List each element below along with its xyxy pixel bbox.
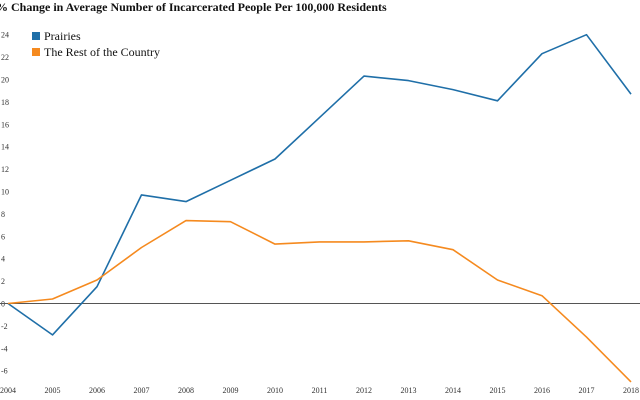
y-tick-label: 10 xyxy=(1,188,9,197)
x-tick-label: 2013 xyxy=(401,386,417,395)
series-line-rest-of-country xyxy=(7,219,632,383)
x-tick-label: 2015 xyxy=(490,386,506,395)
x-tick-label: 2004 xyxy=(0,386,16,395)
chart-title: % Change in Average Number of Incarcerat… xyxy=(0,0,387,14)
x-tick-label: 2007 xyxy=(134,386,150,395)
legend-label: The Rest of the Country xyxy=(44,45,160,59)
series-lines xyxy=(7,33,632,383)
y-tick-label: 20 xyxy=(1,76,9,85)
x-tick-label: 2010 xyxy=(267,386,283,395)
x-tick-label: 2009 xyxy=(223,386,239,395)
x-tick-label: 2017 xyxy=(579,386,595,395)
y-tick-label: 6 xyxy=(1,232,5,241)
series-line-prairies xyxy=(7,33,632,336)
x-tick-label: 2018 xyxy=(623,386,639,395)
x-tick-label: 2006 xyxy=(89,386,105,395)
legend: Prairies The Rest of the Country xyxy=(32,29,160,59)
legend-swatch xyxy=(32,32,40,40)
y-tick-label: 8 xyxy=(1,210,5,219)
x-tick-label: 2008 xyxy=(178,386,194,395)
y-tick-label: 2 xyxy=(1,277,5,286)
legend-label: Prairies xyxy=(44,29,81,43)
y-axis-ticks: -6-4-2024681012141618202224 xyxy=(1,31,9,376)
x-tick-label: 2005 xyxy=(45,386,61,395)
y-tick-label: 14 xyxy=(1,143,9,152)
y-tick-label: 22 xyxy=(1,53,9,62)
x-tick-label: 2016 xyxy=(534,386,550,395)
y-tick-label: -4 xyxy=(1,344,8,353)
y-tick-label: 24 xyxy=(1,31,9,40)
y-tick-label: -6 xyxy=(1,367,8,376)
x-tick-label: 2014 xyxy=(445,386,461,395)
x-tick-label: 2012 xyxy=(356,386,372,395)
x-axis-ticks: 2004 2005 2006 2007 2008 2009 2010 2011 2012 2013… xyxy=(0,386,639,395)
y-tick-label: -2 xyxy=(1,322,8,331)
y-tick-label: 4 xyxy=(1,255,5,264)
legend-swatch xyxy=(32,48,40,56)
y-tick-label: 12 xyxy=(1,165,9,174)
x-tick-label: 2011 xyxy=(312,386,328,395)
y-tick-label: 18 xyxy=(1,98,9,107)
y-tick-label: 16 xyxy=(1,120,9,129)
